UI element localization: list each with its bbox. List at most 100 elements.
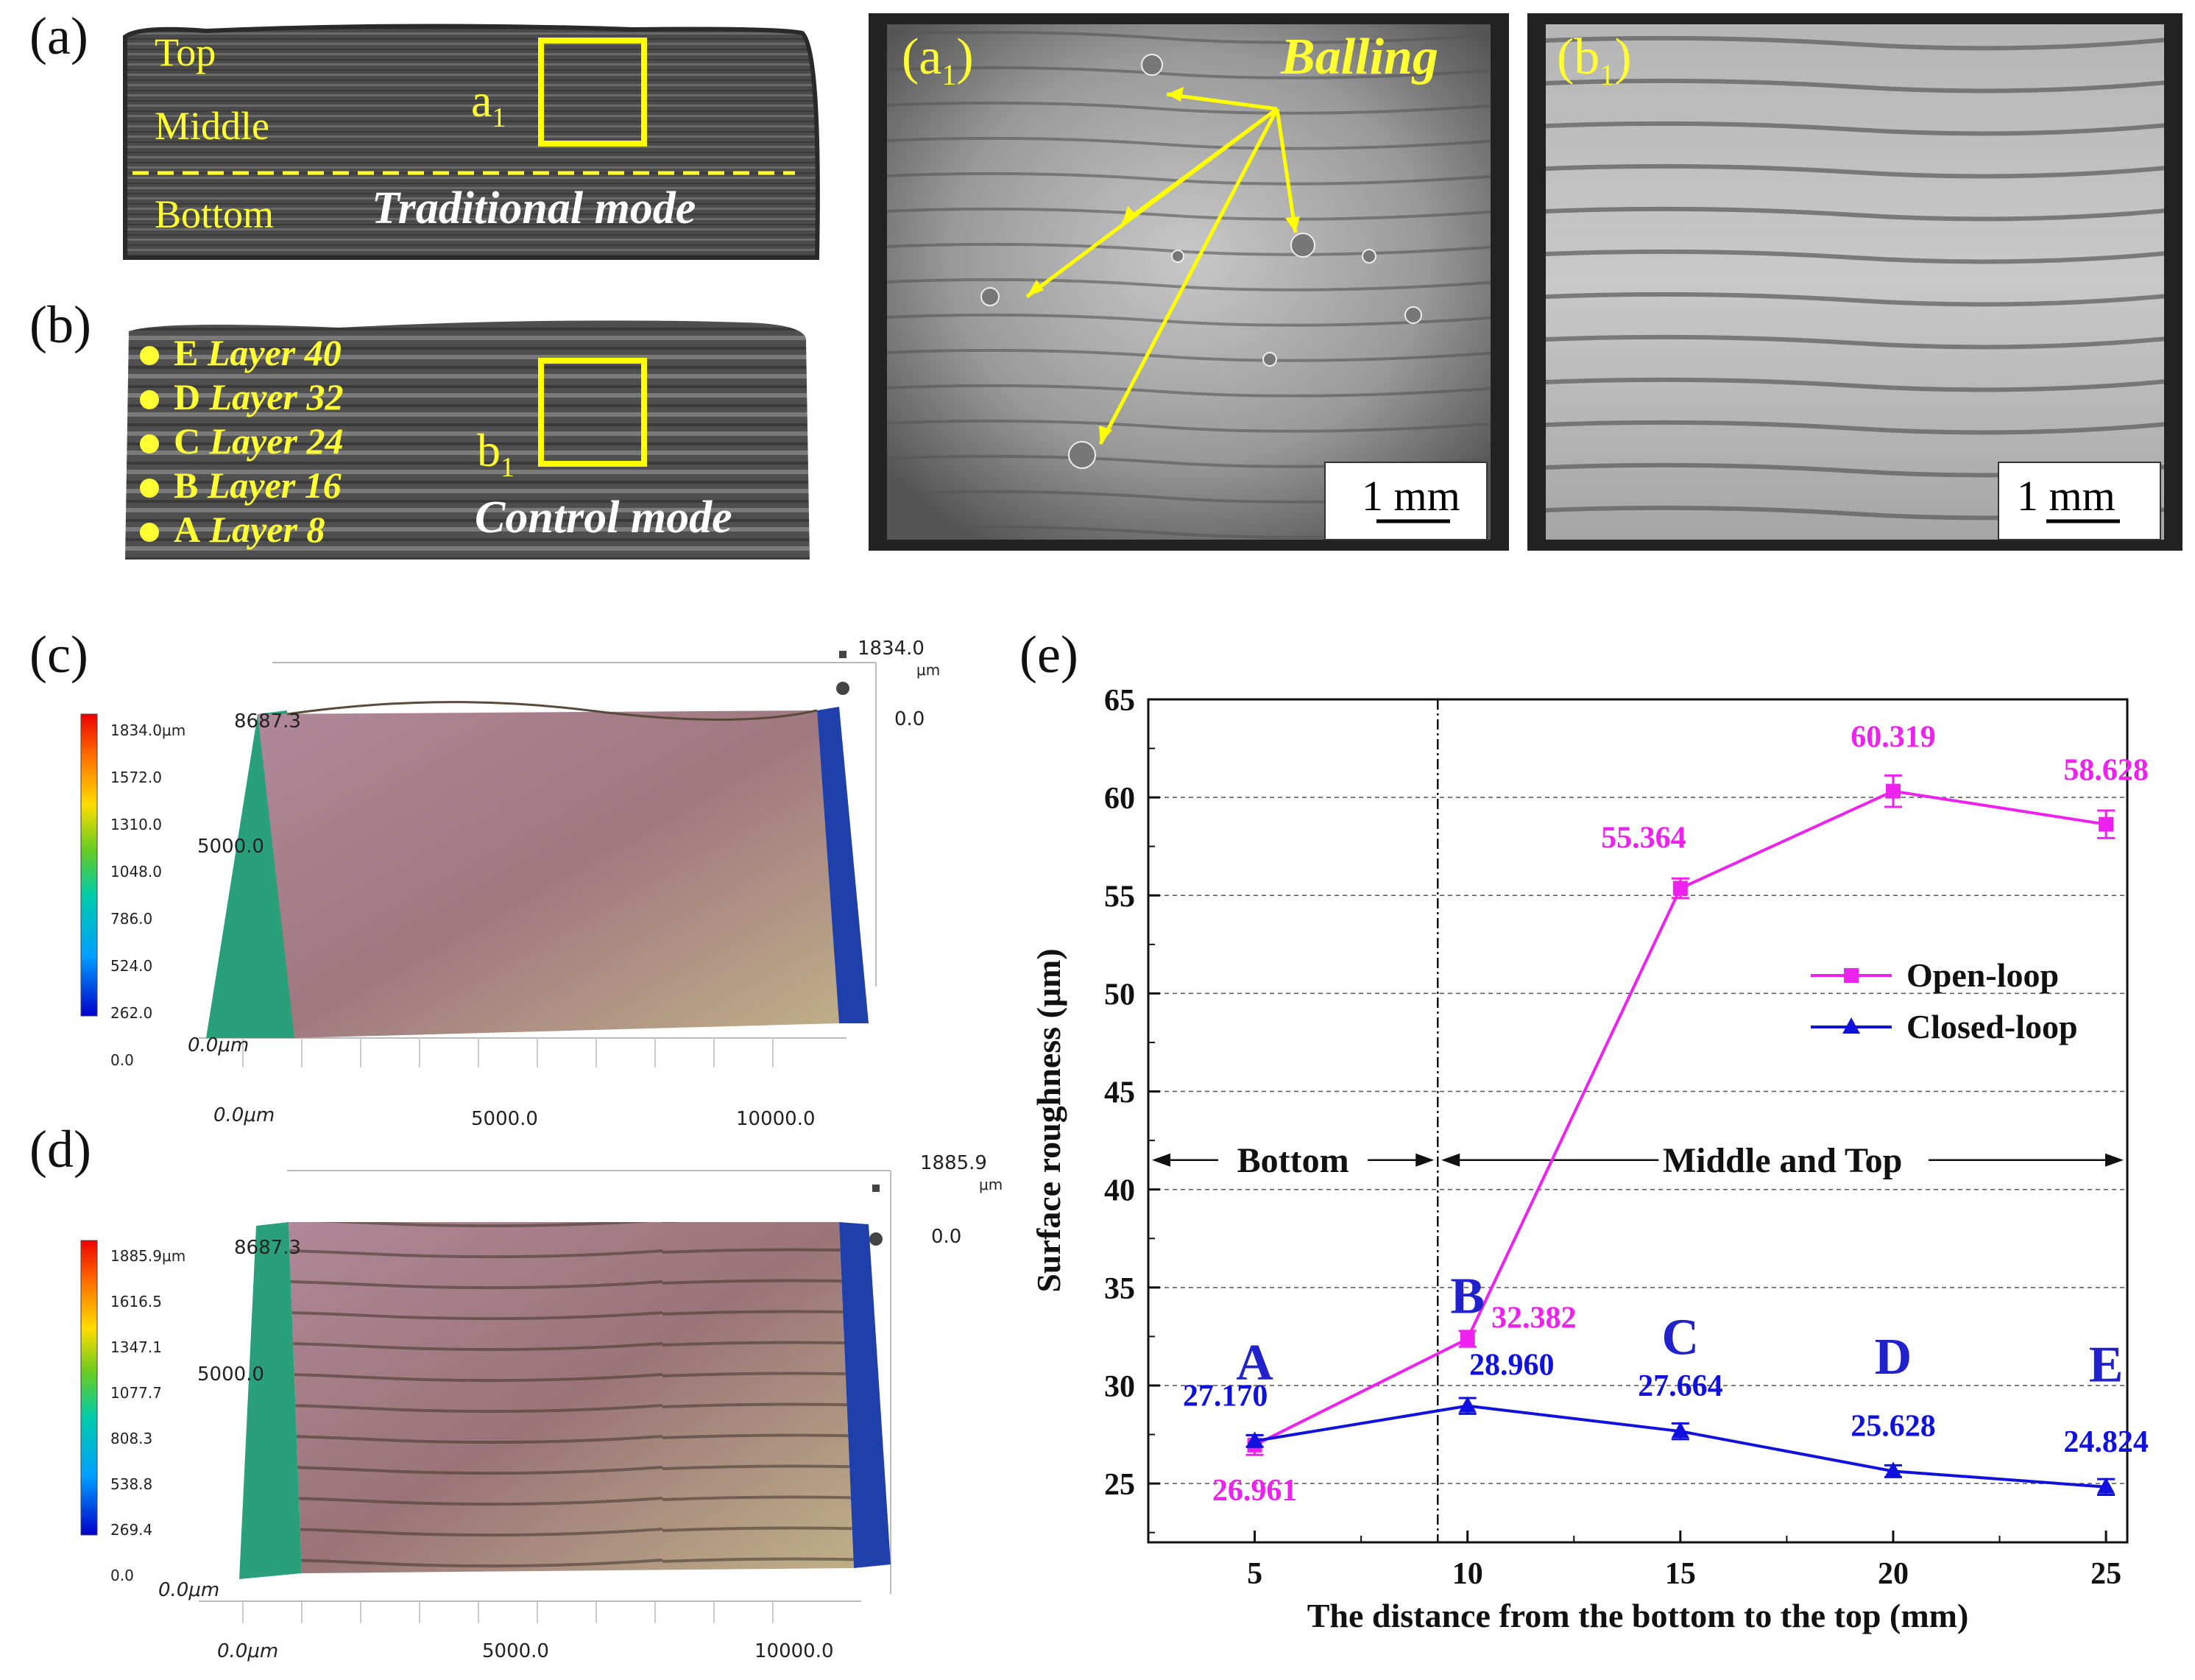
micrograph-b1 (1527, 13, 2182, 551)
data-label: 27.664 (1638, 1369, 1723, 1403)
region-middle-top-label: Middle and Top (1663, 1141, 1903, 1180)
series-line-closed-loop (1254, 1404, 2107, 1489)
data-label: 27.170 (1183, 1379, 1268, 1413)
arrow-left-icon (1441, 1153, 1460, 1167)
point-letter-a: A (1236, 1335, 1273, 1391)
plot-frame (1147, 698, 2129, 1544)
x-tick-label: 20 (1878, 1557, 1909, 1591)
z-unit-label-d: μm (979, 1176, 1003, 1193)
panel-label-c: (c) (29, 625, 88, 684)
data-label: 24.824 (2063, 1425, 2149, 1459)
box-a1-label: a1 (471, 74, 506, 133)
y-tick-label: 35 (1104, 1272, 1135, 1306)
scale-bar-label-a1: 1 mm (1362, 472, 1460, 520)
z-unit-label-c: μm (916, 661, 941, 679)
layer-marker-d: D Layer 32 (140, 375, 344, 418)
colorbar-labels-c: 1834.0μm 1572.0 1310.0 1048.0 786.0 524.… (110, 721, 186, 1069)
point-letter-d: D (1875, 1329, 1912, 1386)
legend-label: Closed-loop (1906, 1008, 2078, 1045)
dot-icon (140, 346, 159, 365)
control-mode-label: Control mode (475, 493, 732, 543)
y-tick-label: 50 (1104, 978, 1135, 1012)
layer-marker-e: E Layer 40 (140, 331, 342, 374)
origin-label-d: 0.0μm (158, 1579, 220, 1601)
x-tick-2-c: 10000.0 (736, 1108, 816, 1130)
point-letter-e: E (2089, 1337, 2124, 1394)
scale-bar-label-b1: 1 mm (2017, 472, 2116, 520)
traditional-mode-photo (123, 24, 820, 260)
layer-marker-c: C Layer 24 (140, 420, 344, 462)
arrow-right-icon (2105, 1153, 2124, 1167)
colorbar-labels-d: 1885.9μm 1616.5 1347.1 1077.7 808.3 538.… (110, 1247, 186, 1584)
arrow-left-icon (1152, 1153, 1170, 1167)
legend-marker (1844, 968, 1859, 983)
panel-label-d: (d) (29, 1120, 91, 1179)
series-layer: 26.961 32.382 55.364 60.319 58.628 27.170 28.9… (1183, 721, 2149, 1508)
control-mode-photo (125, 320, 810, 560)
micrograph-a1 (869, 13, 1509, 551)
data-point-square (1885, 783, 1901, 799)
x-tick-label: 10 (1452, 1557, 1483, 1591)
data-label: 58.628 (2063, 754, 2149, 788)
y-tick-label: 55 (1104, 880, 1135, 914)
data-point-triangle (1671, 1422, 1689, 1439)
y-tick-label: 45 (1104, 1076, 1135, 1110)
y-top-label-d: 8687.3 (234, 1237, 301, 1259)
arrow-right-icon (1415, 1153, 1435, 1167)
chart-grid (1148, 797, 2127, 1484)
point-letter-c: C (1662, 1309, 1700, 1366)
region-middle-label: Middle (155, 104, 269, 148)
region-bottom-label: Bottom (155, 192, 275, 236)
y-mid-label-c: 5000.0 (197, 836, 264, 858)
y-tick-label: 40 (1104, 1174, 1135, 1208)
y-tick-label: 25 (1104, 1468, 1135, 1502)
point-letter-b: B (1450, 1268, 1485, 1324)
legend-label: Open-loop (1906, 956, 2059, 994)
data-point-square (2099, 816, 2114, 832)
box-b1-label: b1 (477, 424, 515, 483)
data-point-triangle (1458, 1396, 1477, 1413)
x-tick-1-c: 5000.0 (471, 1108, 538, 1130)
z-zero-label-d: 0.0 (931, 1226, 962, 1248)
x-axis-label: The distance from the bottom to the top … (1307, 1597, 1969, 1634)
point-letters: A B C D E (1236, 1268, 2123, 1393)
y-tick-label: 65 (1104, 684, 1135, 718)
layer-marker-b: B Layer 16 (140, 464, 342, 507)
data-label: 60.319 (1851, 721, 1936, 755)
z-top-label-d: 1885.9 (920, 1152, 987, 1174)
dot-icon (140, 479, 159, 498)
region-bottom-label: Bottom (1237, 1141, 1349, 1180)
balling-annotation: Balling (1281, 29, 1438, 85)
y-axis-ticks: 25 30 35 40 45 50 55 60 65 (1104, 684, 1160, 1533)
y-mid-label-d: 5000.0 (197, 1363, 264, 1386)
surface-profile-c (80, 651, 877, 1067)
y-top-label-c: 8687.3 (234, 710, 301, 733)
y-tick-label: 60 (1104, 782, 1135, 816)
x-tick-label: 15 (1665, 1557, 1696, 1591)
data-label: 32.382 (1491, 1302, 1577, 1335)
data-point-triangle (1245, 1431, 1264, 1448)
x-tick-0-c: 0.0μm (213, 1104, 275, 1126)
z-zero-label-c: 0.0 (894, 708, 925, 730)
x-tick-0-d: 0.0μm (217, 1640, 279, 1662)
data-point-square (1460, 1331, 1475, 1347)
traditional-mode-label: Traditional mode (372, 183, 696, 233)
data-label: 25.628 (1851, 1409, 1936, 1443)
x-tick-2-d: 10000.0 (754, 1640, 834, 1662)
dot-icon (140, 523, 159, 542)
chart-legend: Open-loop Closed-loop (1811, 956, 2078, 1045)
surface-profile-d (80, 1170, 891, 1623)
panel-label-e: (e) (1019, 625, 1078, 684)
dot-icon (140, 434, 159, 453)
panel-label-a: (a) (29, 7, 88, 66)
data-point-triangle (1884, 1461, 1902, 1478)
layer-marker-a: A Layer 8 (140, 508, 325, 551)
z-top-label-c: 1834.0 (858, 638, 925, 660)
origin-label-c: 0.0μm (188, 1034, 250, 1056)
y-tick-label: 30 (1104, 1370, 1135, 1404)
x-tick-label: 25 (2090, 1557, 2121, 1591)
x-tick-label: 5 (1247, 1557, 1262, 1591)
panel-label-b1: (b1) (1557, 29, 1632, 91)
panel-label-b: (b) (29, 295, 91, 354)
data-label: 28.960 (1469, 1349, 1555, 1383)
